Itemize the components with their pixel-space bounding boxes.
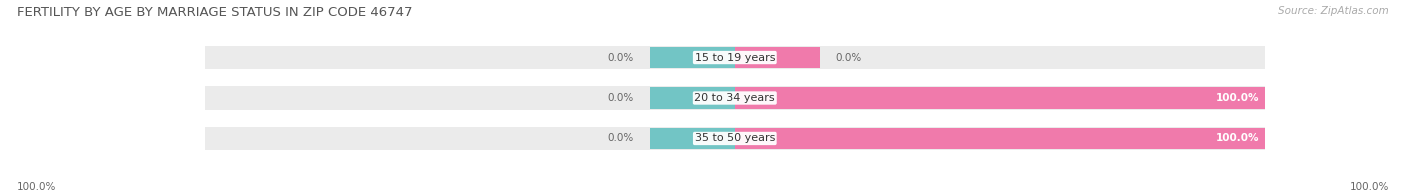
- Bar: [205, 46, 1265, 69]
- Text: 0.0%: 0.0%: [607, 93, 634, 103]
- Text: 20 to 34 years: 20 to 34 years: [695, 93, 775, 103]
- Text: FERTILITY BY AGE BY MARRIAGE STATUS IN ZIP CODE 46747: FERTILITY BY AGE BY MARRIAGE STATUS IN Z…: [17, 6, 412, 19]
- Text: 15 to 19 years: 15 to 19 years: [695, 53, 775, 63]
- Bar: [735, 47, 820, 68]
- Text: Source: ZipAtlas.com: Source: ZipAtlas.com: [1278, 6, 1389, 16]
- Text: 0.0%: 0.0%: [835, 53, 862, 63]
- Text: 100.0%: 100.0%: [17, 182, 56, 192]
- Text: 0.0%: 0.0%: [607, 53, 634, 63]
- Text: 100.0%: 100.0%: [1216, 93, 1260, 103]
- Bar: [205, 86, 1265, 110]
- Text: 100.0%: 100.0%: [1216, 133, 1260, 143]
- Bar: [650, 47, 735, 68]
- Bar: [735, 128, 1265, 149]
- Bar: [735, 87, 1265, 109]
- Bar: [650, 128, 735, 149]
- Bar: [650, 87, 735, 109]
- Text: 35 to 50 years: 35 to 50 years: [695, 133, 775, 143]
- Bar: [205, 127, 1265, 150]
- Text: 0.0%: 0.0%: [607, 133, 634, 143]
- Text: 100.0%: 100.0%: [1350, 182, 1389, 192]
